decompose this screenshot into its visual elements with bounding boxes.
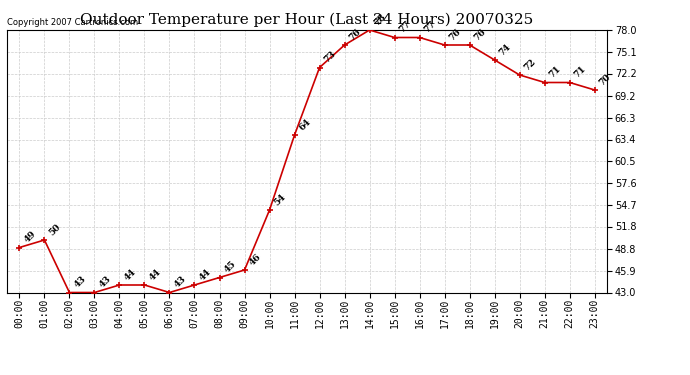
Text: 44: 44 (197, 267, 213, 282)
Text: 72: 72 (522, 57, 538, 72)
Text: 54: 54 (273, 192, 288, 207)
Text: 76: 76 (473, 27, 488, 42)
Text: 50: 50 (47, 222, 62, 237)
Text: 73: 73 (322, 50, 337, 65)
Text: 78: 78 (373, 12, 388, 27)
Text: 70: 70 (598, 72, 613, 87)
Text: 43: 43 (172, 274, 188, 290)
Text: 49: 49 (22, 230, 37, 245)
Text: 71: 71 (547, 64, 563, 80)
Text: 71: 71 (573, 64, 588, 80)
Text: 77: 77 (422, 20, 437, 35)
Text: 45: 45 (222, 260, 237, 275)
Text: Copyright 2007 Cartronics.com: Copyright 2007 Cartronics.com (7, 18, 138, 27)
Text: 46: 46 (247, 252, 263, 267)
Text: 76: 76 (447, 27, 463, 42)
Text: 64: 64 (297, 117, 313, 132)
Text: 44: 44 (122, 267, 137, 282)
Text: 43: 43 (72, 274, 88, 290)
Text: 43: 43 (97, 274, 112, 290)
Text: 44: 44 (147, 267, 162, 282)
Text: 74: 74 (497, 42, 513, 57)
Text: 77: 77 (397, 20, 413, 35)
Title: Outdoor Temperature per Hour (Last 24 Hours) 20070325: Outdoor Temperature per Hour (Last 24 Ho… (81, 13, 533, 27)
Text: 76: 76 (347, 27, 363, 42)
